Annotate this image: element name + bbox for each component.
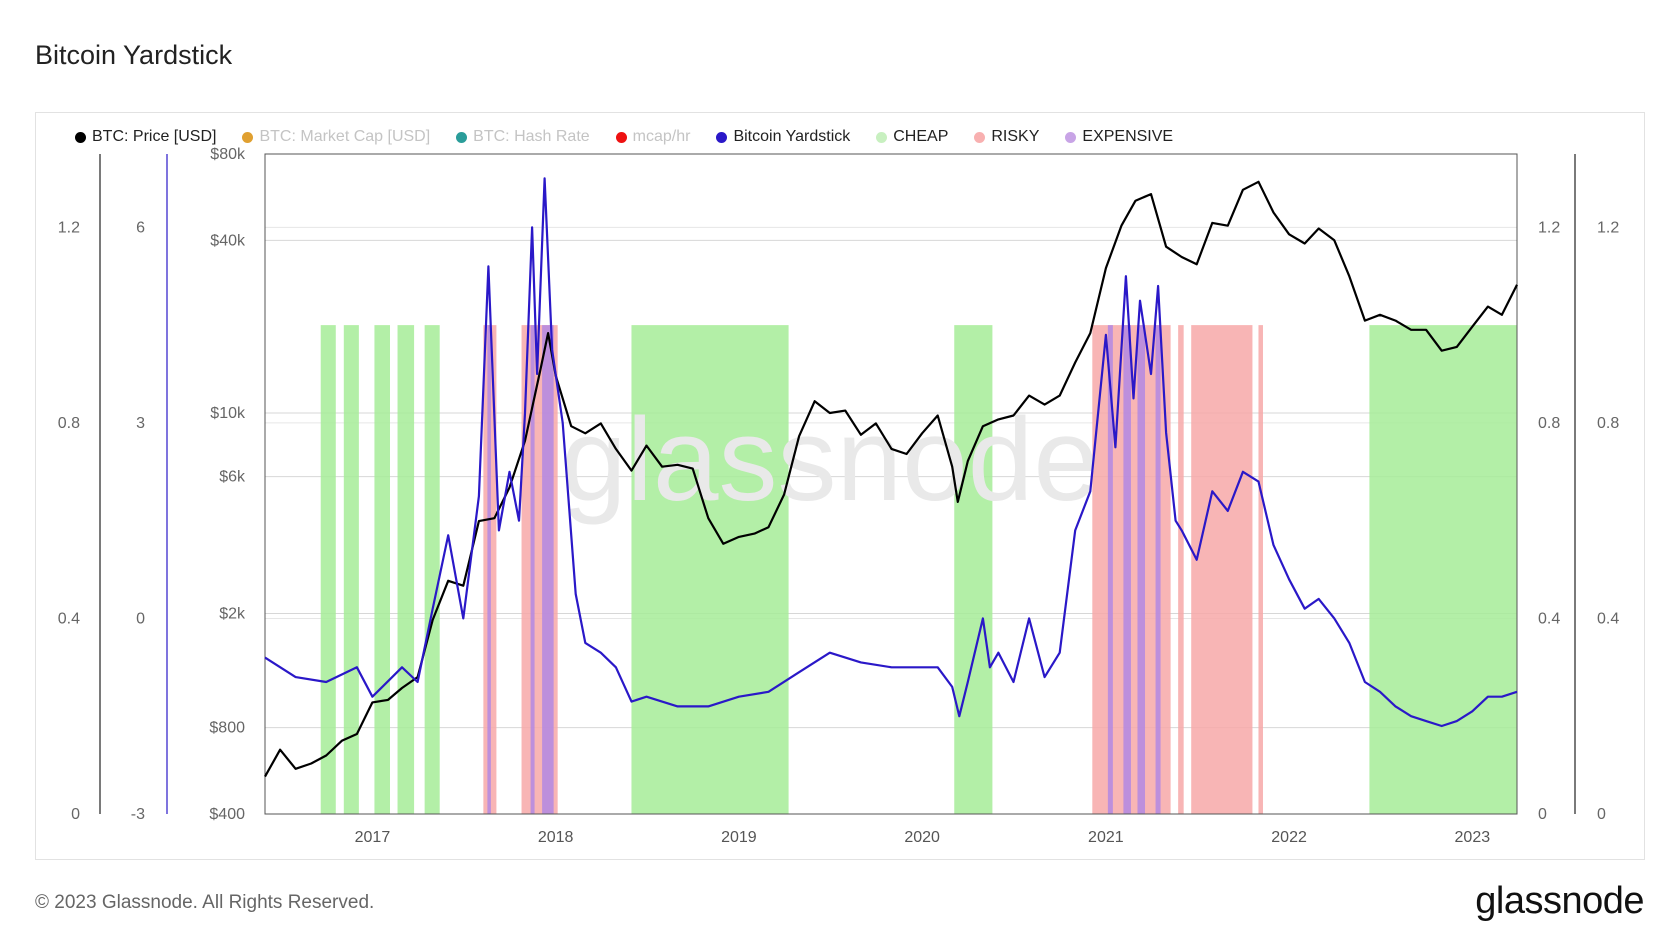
price-tick-label: $2k — [219, 606, 246, 623]
right-axis-1-tick-label: 0 — [1538, 806, 1547, 823]
x-tick-label: 2022 — [1271, 829, 1307, 846]
zone-band-risky — [1178, 325, 1184, 814]
legend-label: CHEAP — [893, 128, 949, 145]
legend-marker — [615, 131, 627, 143]
legend-label: BTC: Price [USD] — [92, 128, 217, 145]
zone-band-cheap — [424, 325, 440, 814]
legend-item-5[interactable]: CHEAP — [876, 128, 948, 146]
yardstick-line — [264, 177, 1518, 728]
zone-band-expensive — [1123, 325, 1131, 814]
legend-item-7[interactable]: EXPENSIVE — [1065, 128, 1173, 146]
zone-band-expensive — [487, 325, 491, 814]
legend-label: BTC: Hash Rate — [473, 128, 590, 145]
legend-label: RISKY — [991, 128, 1040, 145]
price-tick-label: $800 — [209, 720, 245, 737]
right-axis-2-tick-label: 0.4 — [1597, 610, 1619, 627]
right-axis-1-tick-label: 0.8 — [1538, 415, 1560, 432]
legend-label: mcap/hr — [632, 128, 691, 145]
legend-item-1[interactable]: BTC: Market Cap [USD] — [242, 128, 430, 146]
x-tick-label: 2019 — [721, 829, 757, 846]
price-tick-label: $40k — [210, 232, 246, 249]
axes — [99, 153, 1576, 815]
right-axis-1-tick-label: 1.2 — [1538, 219, 1560, 236]
legend-marker — [1065, 131, 1077, 143]
legend-label: EXPENSIVE — [1082, 128, 1174, 145]
legend-item-6[interactable]: RISKY — [974, 128, 1039, 146]
legend-marker — [456, 131, 468, 143]
right-axis-2-tick-label: 1.2 — [1597, 219, 1619, 236]
footer-logo[interactable]: glassnode — [1475, 880, 1644, 922]
legend: BTC: Price [USD] BTC: Market Cap [USD] BTC… — [75, 128, 1173, 146]
yardstick-tick-label: 0.8 — [58, 415, 80, 432]
page-title: Bitcoin Yardstick — [35, 40, 233, 70]
tick-labels: $80k $40k $10k $6k $2k $800 $400 1.2 0.8 0.4 0 6 3 0 -… — [58, 146, 1620, 846]
legend-item-0[interactable]: BTC: Price [USD] — [75, 128, 216, 146]
zone-band-expensive — [1155, 325, 1161, 814]
x-tick-label: 2020 — [904, 829, 940, 846]
legend-marker — [716, 131, 728, 143]
legend-item-4[interactable]: Bitcoin Yardstick — [716, 128, 850, 146]
x-tick-label: 2021 — [1088, 829, 1124, 846]
left-axis-2-tick-label: 3 — [136, 415, 145, 432]
zone-band-cheap — [954, 325, 993, 814]
legend-marker — [974, 131, 986, 143]
legend-item-3[interactable]: mcap/hr — [615, 128, 691, 146]
price-tick-label: $10k — [210, 405, 246, 422]
zone-band-expensive — [530, 325, 535, 814]
zone-band-cheap — [631, 325, 789, 814]
left-axis-2-tick-label: -3 — [131, 806, 145, 823]
price-tick-label: $80k — [210, 146, 246, 163]
legend-marker — [242, 131, 254, 143]
yardstick-tick-label: 0 — [71, 806, 80, 823]
legend-label: BTC: Market Cap [USD] — [259, 128, 431, 145]
series — [264, 177, 1518, 778]
legend-item-2[interactable]: BTC: Hash Rate — [456, 128, 590, 146]
right-axis-2-tick-label: 0 — [1597, 806, 1606, 823]
left-axis-2-tick-label: 0 — [136, 610, 145, 627]
zone-band-cheap — [320, 325, 336, 814]
left-axis-2-tick-label: 6 — [136, 219, 145, 236]
yardstick-tick-label: 0.4 — [58, 610, 80, 627]
zone-band-expensive — [1107, 325, 1113, 814]
right-axis-2-tick-label: 0.8 — [1597, 415, 1619, 432]
zone-bands — [320, 325, 1517, 814]
zone-band-expensive — [1137, 325, 1146, 814]
zone-band-cheap — [397, 325, 415, 814]
right-axis-1-tick-label: 0.4 — [1538, 610, 1560, 627]
x-tick-label: 2017 — [355, 829, 391, 846]
zone-band-cheap — [343, 325, 359, 814]
legend-marker — [75, 131, 86, 143]
footer-copyright: © 2023 Glassnode. All Rights Reserved. — [35, 892, 375, 913]
price-tick-label: $6k — [219, 469, 246, 486]
zone-band-cheap — [374, 325, 390, 814]
zone-band-risky — [1191, 325, 1253, 814]
zone-band-expensive — [542, 325, 554, 814]
legend-label: Bitcoin Yardstick — [733, 128, 851, 145]
yardstick-tick-label: 1.2 — [58, 219, 80, 236]
zone-band-risky — [1258, 325, 1263, 814]
btc-price-line — [264, 180, 1518, 778]
zone-band-cheap — [1369, 325, 1517, 814]
legend-marker — [876, 131, 888, 143]
plot-border — [264, 153, 1518, 815]
x-tick-label: 2018 — [538, 829, 574, 846]
x-tick-label: 2023 — [1455, 829, 1491, 846]
price-tick-label: $400 — [209, 806, 245, 823]
chart-frame — [35, 112, 1645, 860]
